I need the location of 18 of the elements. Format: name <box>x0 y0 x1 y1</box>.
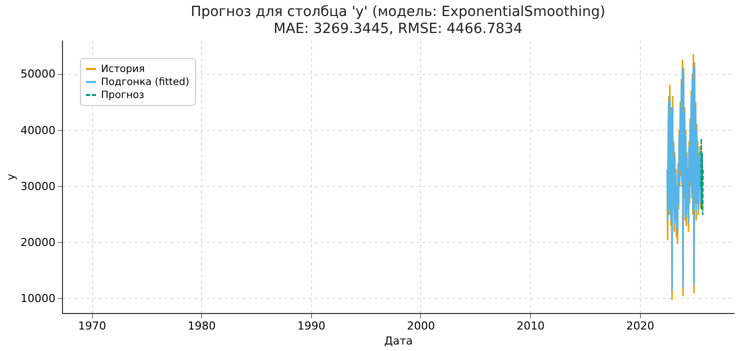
x-axis-title: Дата <box>384 334 413 348</box>
y-tick-label: 10000 <box>20 292 56 305</box>
chart-title: Прогноз для столбца 'y' (модель: ExponentialSmoothing) <box>190 4 606 20</box>
chart-subtitle: MAE: 3269.3445, RMSE: 4466.7834 <box>274 21 522 37</box>
x-tick-label: 1980 <box>188 320 216 332</box>
legend-label: Прогноз <box>101 90 144 101</box>
legend-label: Подгонка (fitted) <box>101 77 190 88</box>
x-tick-label: 1970 <box>78 320 106 332</box>
x-tick-label: 2010 <box>516 320 545 332</box>
y-tick-label: 20000 <box>20 236 56 249</box>
x-tick-label: 1990 <box>297 320 326 332</box>
legend-label: История <box>101 64 145 75</box>
x-tick-label: 2000 <box>406 320 435 332</box>
y-axis-title: y <box>4 173 18 180</box>
y-tick-label: 30000 <box>20 180 56 193</box>
y-tick-label: 40000 <box>20 124 56 137</box>
y-tick-label: 50000 <box>20 68 56 81</box>
x-tick-label: 2020 <box>626 320 654 332</box>
